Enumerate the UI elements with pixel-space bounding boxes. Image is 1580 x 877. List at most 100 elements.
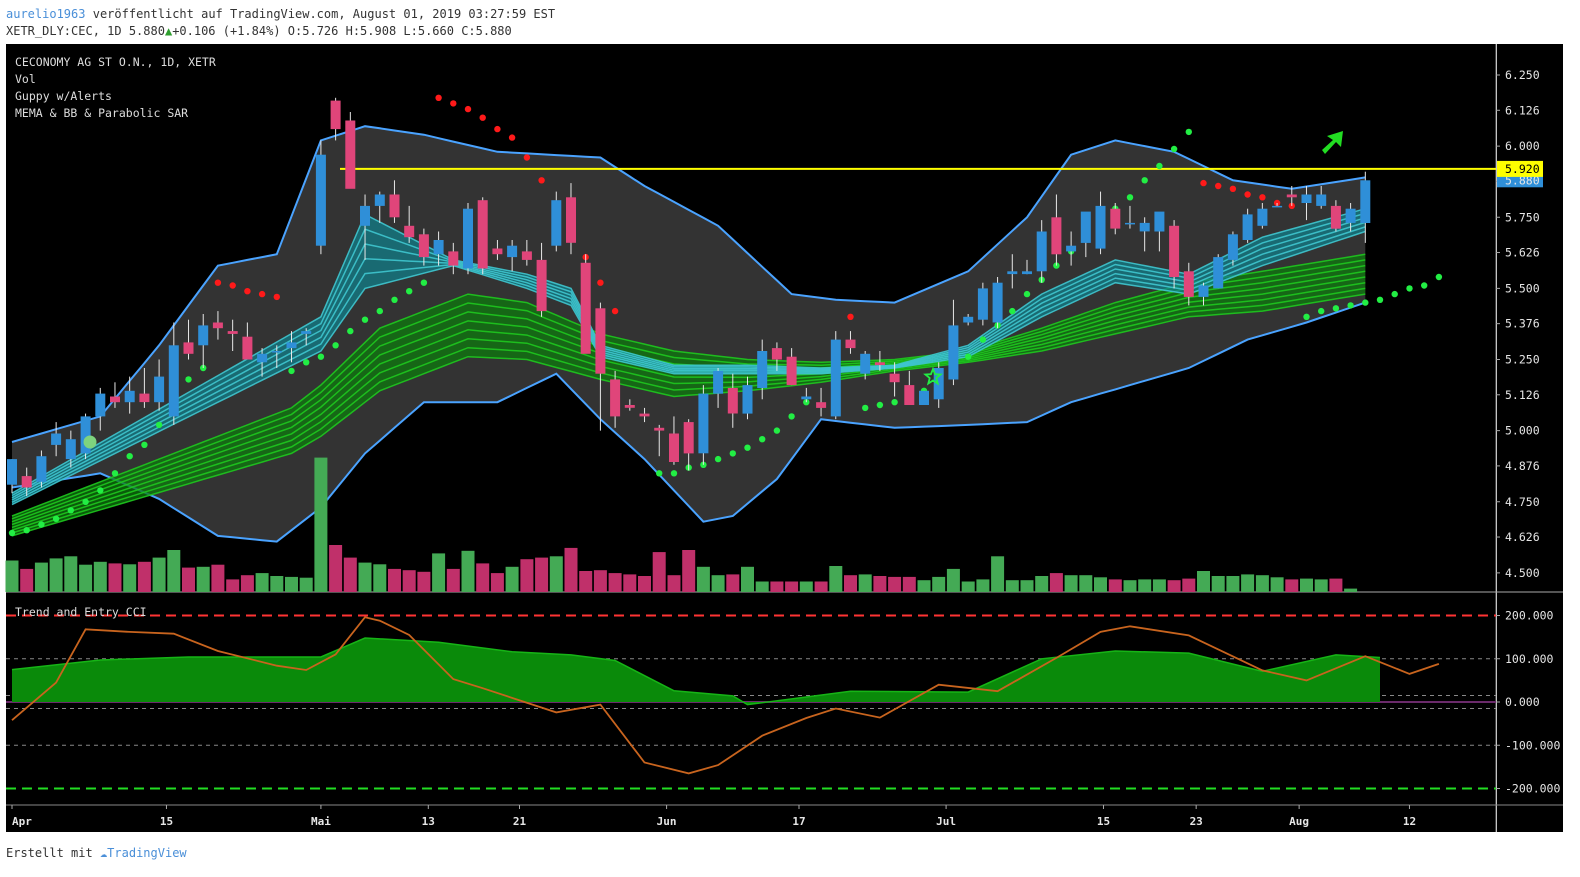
candle-body xyxy=(212,322,223,329)
volume-bar xyxy=(196,566,210,592)
volume-bar xyxy=(814,581,828,592)
candle-body xyxy=(183,342,194,354)
time-tick-label: 12 xyxy=(1403,815,1416,828)
cci-trend-line xyxy=(11,637,1381,706)
bb-lower-line xyxy=(11,301,1366,543)
candle-body xyxy=(1301,194,1312,203)
volume-bar xyxy=(638,576,651,592)
candle-body xyxy=(1286,194,1297,198)
sar-dot-green xyxy=(670,470,678,477)
sar-dot-red xyxy=(214,279,222,286)
candle-body xyxy=(610,379,621,417)
sar-dot-green xyxy=(332,342,339,349)
volume-bar xyxy=(1079,575,1093,592)
volume-bar xyxy=(858,574,872,592)
cci-tick-label: -200.000 xyxy=(1505,782,1560,796)
volume-bar xyxy=(902,576,916,592)
candle-body xyxy=(757,351,768,388)
price-tick-label: 5.126 xyxy=(1505,388,1540,402)
volume-bar xyxy=(505,566,519,592)
signal-marks xyxy=(83,131,1343,449)
candle-body xyxy=(595,308,606,374)
legend-item-mema: MEMA & BB & Parabolic SAR xyxy=(15,106,188,120)
volume-bar xyxy=(137,561,151,592)
bb-upper-line xyxy=(11,125,1366,443)
candle-body xyxy=(168,345,179,417)
price-tick-label: 5.376 xyxy=(1505,317,1540,331)
candle-body xyxy=(521,251,532,260)
candle-body xyxy=(404,225,415,238)
time-tick-label: Aug xyxy=(1289,815,1309,828)
volume-bar xyxy=(652,552,666,592)
candle-body xyxy=(95,393,106,417)
volume-bar xyxy=(255,573,269,592)
candle-body xyxy=(889,373,900,383)
candle-body xyxy=(580,262,591,354)
candle-body xyxy=(801,396,812,400)
volume-bar xyxy=(1270,577,1284,592)
volume-bar xyxy=(623,574,637,592)
legend-item-guppy: Guppy w/Alerts xyxy=(15,89,112,103)
guppy-long-line xyxy=(11,281,1366,531)
footer: Erstellt mit ☁TradingView xyxy=(6,846,187,860)
volume-bar xyxy=(1035,576,1049,592)
volume-bar xyxy=(417,571,431,592)
candle-body xyxy=(1066,245,1077,252)
price-tick-label: 6.250 xyxy=(1505,68,1540,82)
cci-trend-area xyxy=(12,638,1380,705)
candle-body xyxy=(80,416,91,454)
sar-dot-green xyxy=(361,316,369,323)
candle-body xyxy=(227,331,238,334)
symbol-price: XETR_DLY:CEC, 1D 5.880 xyxy=(6,24,165,38)
guppy-short-line xyxy=(11,230,1366,506)
volume-bar xyxy=(1094,577,1107,592)
volume-bar xyxy=(476,563,490,592)
volume-bar xyxy=(211,564,225,592)
candle-body xyxy=(315,154,326,246)
volume-bar xyxy=(5,560,19,592)
legend-item-vol: Vol xyxy=(15,72,36,86)
price-tick-label: 4.876 xyxy=(1505,459,1540,473)
candle-body xyxy=(713,370,724,394)
sar-dot-green xyxy=(376,307,383,315)
author-link[interactable]: aurelio1963 xyxy=(6,7,86,21)
candle-body xyxy=(639,413,650,417)
candle-body xyxy=(7,459,17,485)
time-tick-label: 15 xyxy=(160,815,173,828)
candle-body xyxy=(683,422,694,454)
volume-bar xyxy=(770,581,784,592)
candle-body xyxy=(845,339,856,349)
sar-dot-green xyxy=(1156,162,1163,170)
volume-bar xyxy=(682,550,696,592)
volume-bar xyxy=(564,547,578,592)
footer-brand[interactable]: TradingView xyxy=(107,846,187,860)
candle-body xyxy=(1051,217,1062,255)
volume-bar xyxy=(490,573,504,592)
volume-bar xyxy=(446,568,460,592)
volume-bar xyxy=(1211,576,1225,592)
sar-dot-green xyxy=(1391,290,1398,298)
cci-tick-label: 100.000 xyxy=(1505,652,1554,666)
sar-dot-green xyxy=(729,450,736,457)
candle-body xyxy=(904,385,915,405)
volume-bar xyxy=(1241,574,1255,592)
candle-body xyxy=(1036,231,1047,272)
volume-bar xyxy=(240,575,254,592)
sar-dot-green xyxy=(1318,307,1325,315)
volume-bar xyxy=(1300,578,1313,592)
sar-dot-green xyxy=(155,421,163,429)
volume-bar xyxy=(711,575,725,592)
sar-dot-green xyxy=(1185,128,1193,136)
candle-body xyxy=(816,402,827,408)
volume-bar xyxy=(123,564,137,592)
sar-dot-green xyxy=(111,470,119,477)
volume-bar xyxy=(696,566,710,592)
candle-body xyxy=(242,336,253,360)
time-tick-label: Mai xyxy=(311,815,331,828)
sar-dot-green xyxy=(126,453,133,460)
signal-circle-icon xyxy=(83,435,97,449)
tradingview-logo-icon[interactable]: ☁ xyxy=(99,846,108,860)
volume-bar xyxy=(329,545,343,592)
publish-info: veröffentlicht auf TradingView.com, Augu… xyxy=(92,7,556,21)
